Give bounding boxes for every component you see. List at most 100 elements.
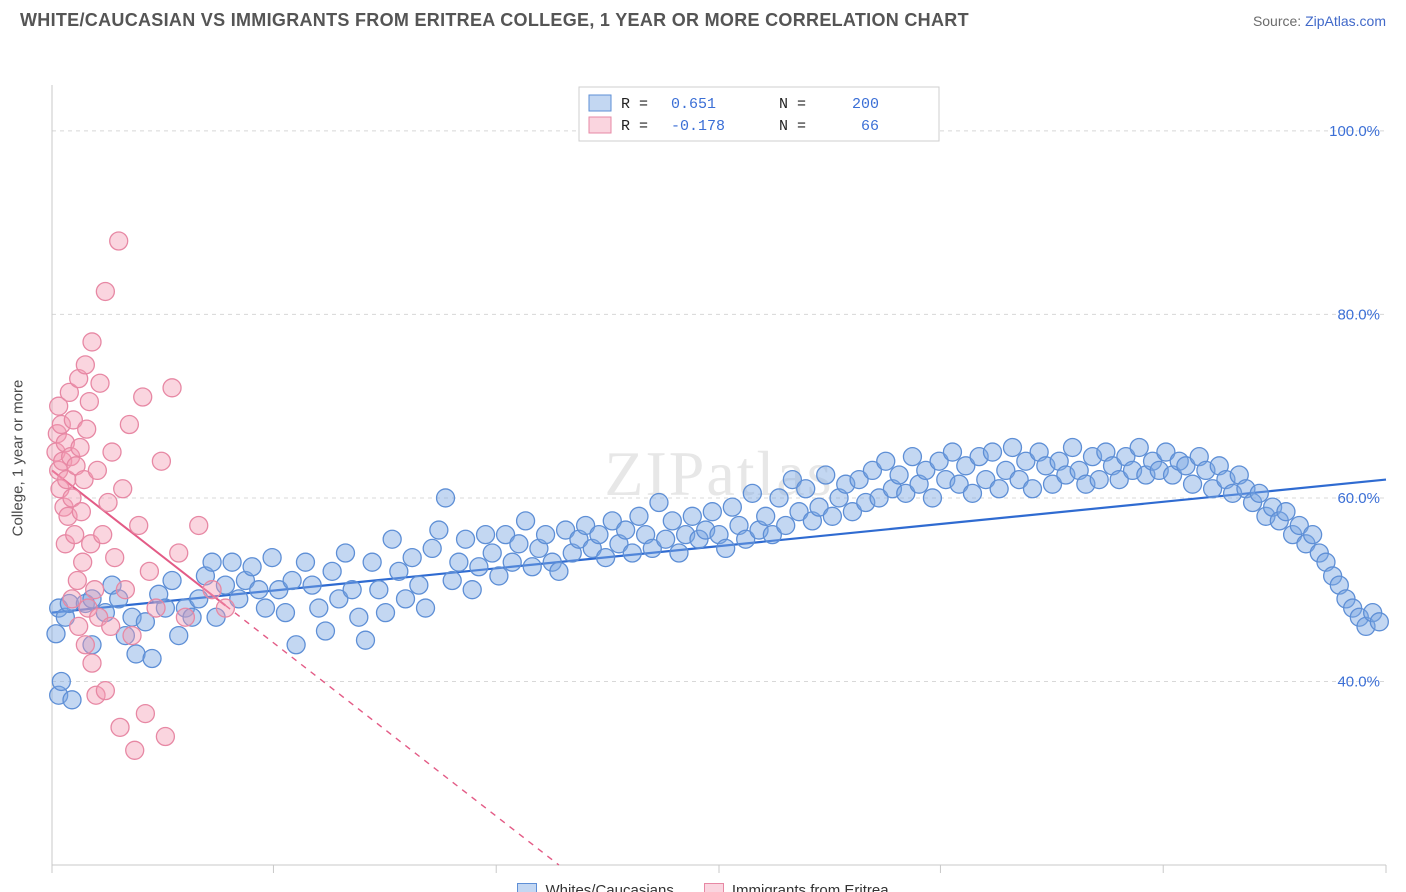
data-point bbox=[283, 572, 301, 590]
data-point bbox=[717, 539, 735, 557]
data-point bbox=[126, 741, 144, 759]
data-point bbox=[670, 544, 688, 562]
data-point bbox=[657, 530, 675, 548]
data-point bbox=[114, 480, 132, 498]
data-point bbox=[63, 590, 81, 608]
data-point bbox=[483, 544, 501, 562]
data-point bbox=[243, 558, 261, 576]
source-link[interactable]: ZipAtlas.com bbox=[1305, 13, 1386, 29]
data-point bbox=[523, 558, 541, 576]
data-point bbox=[683, 507, 701, 525]
data-point bbox=[76, 636, 94, 654]
data-point bbox=[120, 416, 138, 434]
data-point bbox=[68, 572, 86, 590]
legend-item: Whites/Caucasians bbox=[517, 882, 673, 892]
data-point bbox=[623, 544, 641, 562]
data-point bbox=[163, 572, 181, 590]
data-point bbox=[943, 443, 961, 461]
data-point bbox=[410, 576, 428, 594]
data-point bbox=[443, 572, 461, 590]
bottom-legend: Whites/Caucasians Immigrants from Eritrea bbox=[0, 880, 1406, 892]
data-point bbox=[797, 480, 815, 498]
data-point bbox=[457, 530, 475, 548]
data-point bbox=[156, 728, 174, 746]
data-point bbox=[817, 466, 835, 484]
data-point bbox=[63, 691, 81, 709]
data-point bbox=[170, 627, 188, 645]
data-point bbox=[630, 507, 648, 525]
data-point bbox=[1370, 613, 1388, 631]
data-point bbox=[123, 627, 141, 645]
correlation-r-value: -0.178 bbox=[671, 118, 725, 135]
data-point bbox=[323, 562, 341, 580]
data-point bbox=[83, 654, 101, 672]
data-point bbox=[703, 503, 721, 521]
data-point bbox=[757, 507, 775, 525]
data-point bbox=[1304, 526, 1322, 544]
y-axis-label: College, 1 year or more bbox=[10, 379, 27, 536]
source-prefix: Source: bbox=[1253, 13, 1305, 29]
data-point bbox=[102, 617, 120, 635]
correlation-r-label: R = bbox=[621, 118, 648, 135]
legend-swatch bbox=[589, 117, 611, 133]
legend-swatch bbox=[704, 883, 724, 892]
y-tick-label: 60.0% bbox=[1337, 490, 1380, 507]
data-point bbox=[127, 645, 145, 663]
data-point bbox=[383, 530, 401, 548]
data-point bbox=[417, 599, 435, 617]
data-point bbox=[111, 718, 129, 736]
regression-line-extrapolated bbox=[225, 605, 559, 865]
chart-area: College, 1 year or more 40.0%60.0%80.0%1… bbox=[0, 35, 1406, 880]
data-point bbox=[203, 553, 221, 571]
legend-item: Immigrants from Eritrea bbox=[704, 882, 889, 892]
source-attribution: Source: ZipAtlas.com bbox=[1253, 13, 1386, 29]
data-point bbox=[303, 576, 321, 594]
data-point bbox=[336, 544, 354, 562]
data-point bbox=[1250, 484, 1268, 502]
data-point bbox=[397, 590, 415, 608]
data-point bbox=[80, 393, 98, 411]
data-point bbox=[99, 494, 117, 512]
y-tick-label: 80.0% bbox=[1337, 306, 1380, 323]
data-point bbox=[223, 553, 241, 571]
data-point bbox=[103, 443, 121, 461]
correlation-n-label: N = bbox=[779, 96, 806, 113]
data-point bbox=[86, 581, 104, 599]
data-point bbox=[130, 516, 148, 534]
correlation-r-label: R = bbox=[621, 96, 648, 113]
data-point bbox=[263, 549, 281, 567]
data-point bbox=[663, 512, 681, 530]
data-point bbox=[140, 562, 158, 580]
data-point bbox=[106, 549, 124, 567]
data-point bbox=[71, 438, 89, 456]
data-point bbox=[743, 484, 761, 502]
data-point bbox=[597, 549, 615, 567]
data-point bbox=[963, 484, 981, 502]
data-point bbox=[590, 526, 608, 544]
data-point bbox=[1003, 438, 1021, 456]
data-point bbox=[152, 452, 170, 470]
data-point bbox=[390, 562, 408, 580]
data-point bbox=[723, 498, 741, 516]
data-point bbox=[310, 599, 328, 617]
legend-swatch bbox=[589, 95, 611, 111]
data-point bbox=[1023, 480, 1041, 498]
data-point bbox=[1064, 438, 1082, 456]
data-point bbox=[923, 489, 941, 507]
data-point bbox=[1090, 471, 1108, 489]
data-point bbox=[88, 461, 106, 479]
data-point bbox=[350, 608, 368, 626]
data-point bbox=[287, 636, 305, 654]
data-point bbox=[147, 599, 165, 617]
data-point bbox=[477, 526, 495, 544]
data-point bbox=[66, 526, 84, 544]
legend-swatch bbox=[517, 883, 537, 892]
data-point bbox=[143, 650, 161, 668]
chart-header: WHITE/CAUCASIAN VS IMMIGRANTS FROM ERITR… bbox=[0, 0, 1406, 35]
legend-label: Whites/Caucasians bbox=[545, 882, 673, 892]
data-point bbox=[47, 625, 65, 643]
chart-title: WHITE/CAUCASIAN VS IMMIGRANTS FROM ERITR… bbox=[20, 10, 969, 31]
data-point bbox=[777, 516, 795, 534]
data-point bbox=[170, 544, 188, 562]
scatter-chart: 40.0%60.0%80.0%100.0%0.0%100.0%ZIPatlasR… bbox=[0, 35, 1406, 875]
